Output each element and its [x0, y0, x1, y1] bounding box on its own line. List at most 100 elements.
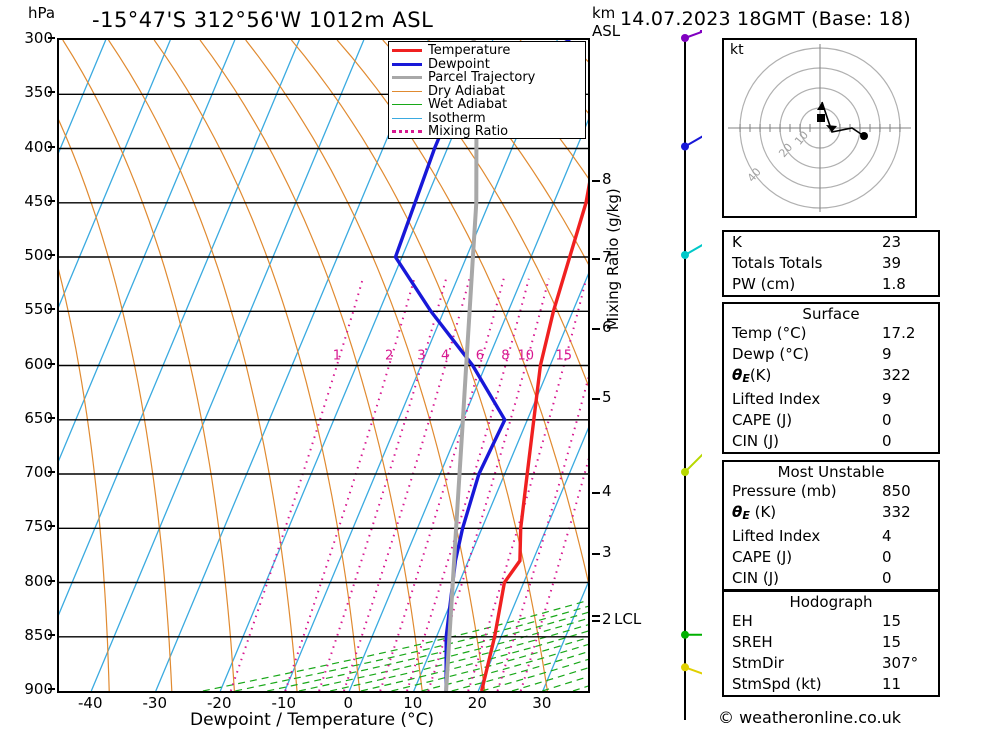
panel-row-value: 332 [882, 503, 911, 521]
panel-row-key: SREH [732, 633, 773, 651]
pressure-tick [48, 471, 55, 473]
legend-item: Dry Adiabat [392, 85, 582, 99]
height-axis: 8 7 6 5 4 3 2 LCL [592, 0, 652, 733]
pressure-tick-label: 350 [24, 83, 53, 102]
panel-row-value: 0 [882, 411, 892, 429]
pressure-tick [48, 37, 55, 39]
hodograph: kt 10 20 40 [722, 38, 917, 218]
panel-row-value: 9 [882, 390, 892, 408]
wind-barb-column [640, 12, 723, 730]
pressure-tick-label: 500 [24, 246, 53, 264]
panel-row: Pressure (mb) 850 [724, 481, 938, 502]
legend-label: Dry Adiabat [428, 83, 505, 99]
svg-text:4: 4 [441, 349, 449, 364]
temperature-tick-label: 20 [467, 694, 487, 712]
pressure-tick [48, 362, 55, 365]
pressure-tick [48, 199, 55, 202]
svg-text:3: 3 [417, 349, 425, 364]
panel-row: θE (K) 332 [724, 502, 938, 526]
page-title: -15°47'S 312°56'W 1012m ASL [92, 8, 434, 32]
height-tick-label: 7 [602, 248, 612, 266]
svg-text:6: 6 [476, 349, 484, 364]
panel-row-key: CIN (J) [732, 569, 780, 587]
copyright-label: © weatheronline.co.uk [718, 708, 901, 727]
height-tick-label: 3 [602, 543, 612, 561]
svg-text:15: 15 [556, 349, 573, 364]
height-tick [592, 328, 600, 330]
hodograph-unit-label: kt [730, 42, 744, 58]
panel-indices: K 23 Totals Totals 39 PW (cm) 1.8 [722, 230, 940, 297]
pressure-tick-label: 550 [24, 300, 53, 319]
panel-row: Temp (°C) 17.2 [724, 323, 938, 344]
height-tick [592, 492, 600, 494]
panel-row: Lifted Index 9 [724, 389, 938, 410]
svg-text:2: 2 [385, 349, 393, 364]
legend-label: Parcel Trajectory [428, 70, 536, 86]
height-tick-label: 2 [602, 610, 612, 628]
panel-row-value: 850 [882, 482, 911, 500]
height-unit-label-asl: ASL [592, 22, 621, 40]
pressure-tick-label: 750 [24, 517, 53, 536]
panel-row-value: 0 [882, 432, 892, 450]
panel-row: CIN (J) 0 [724, 568, 938, 589]
panel-row-value: 4 [882, 527, 892, 545]
panel-row: SREH 15 [724, 632, 938, 653]
panel-row-value: 11 [882, 675, 902, 693]
height-tick [592, 553, 600, 555]
panel-row: CAPE (J) 0 [724, 410, 938, 431]
lcl-label: LCL [614, 610, 642, 628]
panel-row: K 23 [724, 232, 938, 253]
pressure-tick [48, 254, 55, 256]
pressure-tick [48, 633, 55, 636]
panel-row-key: Lifted Index [732, 527, 821, 545]
panel-row-value: 322 [882, 366, 911, 384]
panel-row-key: Temp (°C) [732, 324, 807, 342]
temperature-tick-label: 10 [403, 694, 423, 712]
panel-row-key: Dewp (°C) [732, 345, 810, 363]
temperature-tick-label: -40 [78, 694, 103, 712]
pressure-tick-label: 850 [24, 625, 53, 644]
pressure-tick [48, 91, 55, 94]
panel-row-value: 39 [882, 254, 902, 272]
pressure-tick [48, 688, 55, 690]
pressure-tick-label: 700 [24, 463, 53, 481]
pressure-tick [48, 308, 55, 311]
panel-title: Most Unstable [777, 463, 885, 481]
panel-row-key: CAPE (J) [732, 411, 793, 429]
legend-label: Mixing Ratio [428, 124, 509, 140]
panel-row-key: EH [732, 612, 753, 630]
temperature-tick-label: -10 [271, 694, 297, 712]
height-tick [592, 620, 600, 622]
height-tick-label: 6 [602, 318, 612, 336]
pressure-unit-label: hPa [28, 4, 56, 22]
panel-title: Hodograph [789, 593, 873, 611]
pressure-tick-label: 300 [24, 29, 53, 47]
panel-row-key: StmDir [732, 654, 784, 672]
legend-item: Dewpoint [392, 58, 582, 72]
height-tick [592, 398, 600, 400]
skewt-plot: 1 2 3 4 6 8 10 15 [57, 38, 590, 693]
legend-swatch-icon [392, 104, 422, 106]
legend-item: Isotherm [392, 112, 582, 126]
legend-swatch-icon [392, 49, 422, 53]
height-tick [592, 180, 600, 182]
pressure-tick-label: 650 [24, 408, 53, 427]
pressure-tick [48, 579, 55, 582]
panel-row: Lifted Index 4 [724, 526, 938, 547]
panel-title: Surface [802, 305, 860, 323]
panel-row-key: PW (cm) [732, 275, 796, 293]
temperature-tick-label: -30 [142, 694, 168, 712]
panel-row-key: Pressure (mb) [732, 482, 837, 500]
panel-row-key: θE(K) [732, 366, 772, 385]
panel-row: StmDir 307° [724, 653, 938, 674]
panel-surface: Surface Temp (°C) 17.2 Dewp (°C) 9 θE(K) 322 Li… [722, 302, 940, 454]
panel-row-value: 17.2 [882, 324, 916, 342]
mixing-ratio-axis-label: Mixing Ratio (g/kg) [604, 188, 622, 330]
panel-row-value: 23 [882, 233, 902, 251]
panel-hodograph-stats: Hodograph EH 15 SREH 15 StmDir 307° StmSpd (kt)… [722, 590, 940, 697]
pressure-tick-label: 900 [24, 680, 53, 698]
legend-item: Parcel Trajectory [392, 71, 582, 85]
legend-item: Mixing Ratio [392, 125, 582, 139]
height-tick-label: 8 [602, 170, 612, 188]
